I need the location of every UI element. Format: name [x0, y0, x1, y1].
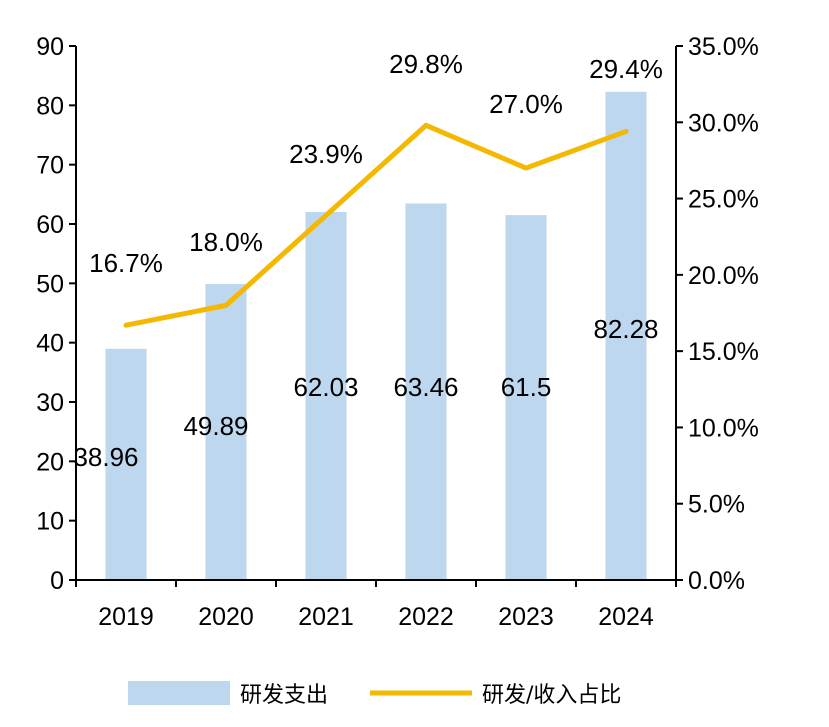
- bar-value-label-2021: 62.03: [293, 372, 358, 402]
- left-tick-label: 80: [36, 92, 64, 120]
- left-tick-label: 40: [36, 330, 64, 358]
- right-tick-label: 30.0%: [688, 109, 759, 137]
- left-tick-label: 70: [36, 152, 64, 180]
- right-tick-label: 35.0%: [688, 33, 759, 61]
- ratio-line-series: [123, 122, 629, 328]
- ratio-value-label-2020: 18.0%: [189, 227, 263, 257]
- bar-2021: [305, 211, 347, 581]
- legend-label-bar: 研发支出: [240, 683, 328, 708]
- right-tick-label: 15.0%: [688, 338, 759, 366]
- x-tick-label-2022: 2022: [398, 603, 454, 631]
- x-tick-label-2019: 2019: [98, 603, 154, 631]
- ratio-value-label-2022: 29.8%: [389, 49, 463, 79]
- bar-value-label-2023: 61.5: [501, 372, 552, 402]
- x-tick-label-2024: 2024: [598, 603, 654, 631]
- x-tick-label-2023: 2023: [498, 603, 554, 631]
- bar-2023: [505, 215, 547, 580]
- bar-value-label-2024: 82.28: [593, 314, 658, 344]
- legend-swatch-bar: [128, 681, 230, 705]
- ratio-value-label-2023: 27.0%: [489, 89, 563, 119]
- ratio-line: [123, 122, 629, 328]
- axes: [75, 46, 677, 581]
- data-labels: 38.96 49.89 62.03 63.46 61.5 82.28 16.7% 18.0% 2…: [73, 49, 662, 472]
- left-tick-label: 0: [50, 567, 64, 595]
- left-tick-label: 10: [36, 508, 64, 536]
- left-tick-label: 30: [36, 389, 64, 417]
- bar-value-label-2019: 38.96: [73, 442, 138, 472]
- bar-2022: [405, 203, 447, 580]
- right-tick-label: 10.0%: [688, 414, 759, 442]
- legend: 研发支出 研发/收入占比: [128, 681, 621, 708]
- left-tick-label: 20: [36, 448, 64, 476]
- x-tick-label-2021: 2021: [298, 603, 354, 631]
- right-tick-label: 5.0%: [688, 491, 745, 519]
- bar-value-label-2020: 49.89: [183, 411, 248, 441]
- ratio-value-label-2021: 23.9%: [289, 139, 363, 169]
- left-tick-label: 60: [36, 211, 64, 239]
- bar-2019: [105, 348, 147, 580]
- bar-series: [105, 91, 647, 581]
- legend-label-line: 研发/收入占比: [482, 683, 621, 708]
- bar-2020: [205, 283, 247, 580]
- left-tick-label: 90: [36, 33, 64, 61]
- right-tick-label: 20.0%: [688, 262, 759, 290]
- right-tick-label: 25.0%: [688, 186, 759, 214]
- bar-value-label-2022: 63.46: [393, 372, 458, 402]
- axis-ticks: 0 10 20 30 40 50 60 70 80 90 0.0% 5.0% 10.0% 15.0% 20.…: [36, 33, 759, 631]
- ratio-value-label-2019: 16.7%: [89, 248, 163, 278]
- x-tick-label-2020: 2020: [198, 603, 254, 631]
- right-tick-label: 0.0%: [688, 567, 745, 595]
- bar-2024: [605, 91, 647, 581]
- left-tick-label: 50: [36, 270, 64, 298]
- ratio-value-label-2024: 29.4%: [589, 54, 663, 84]
